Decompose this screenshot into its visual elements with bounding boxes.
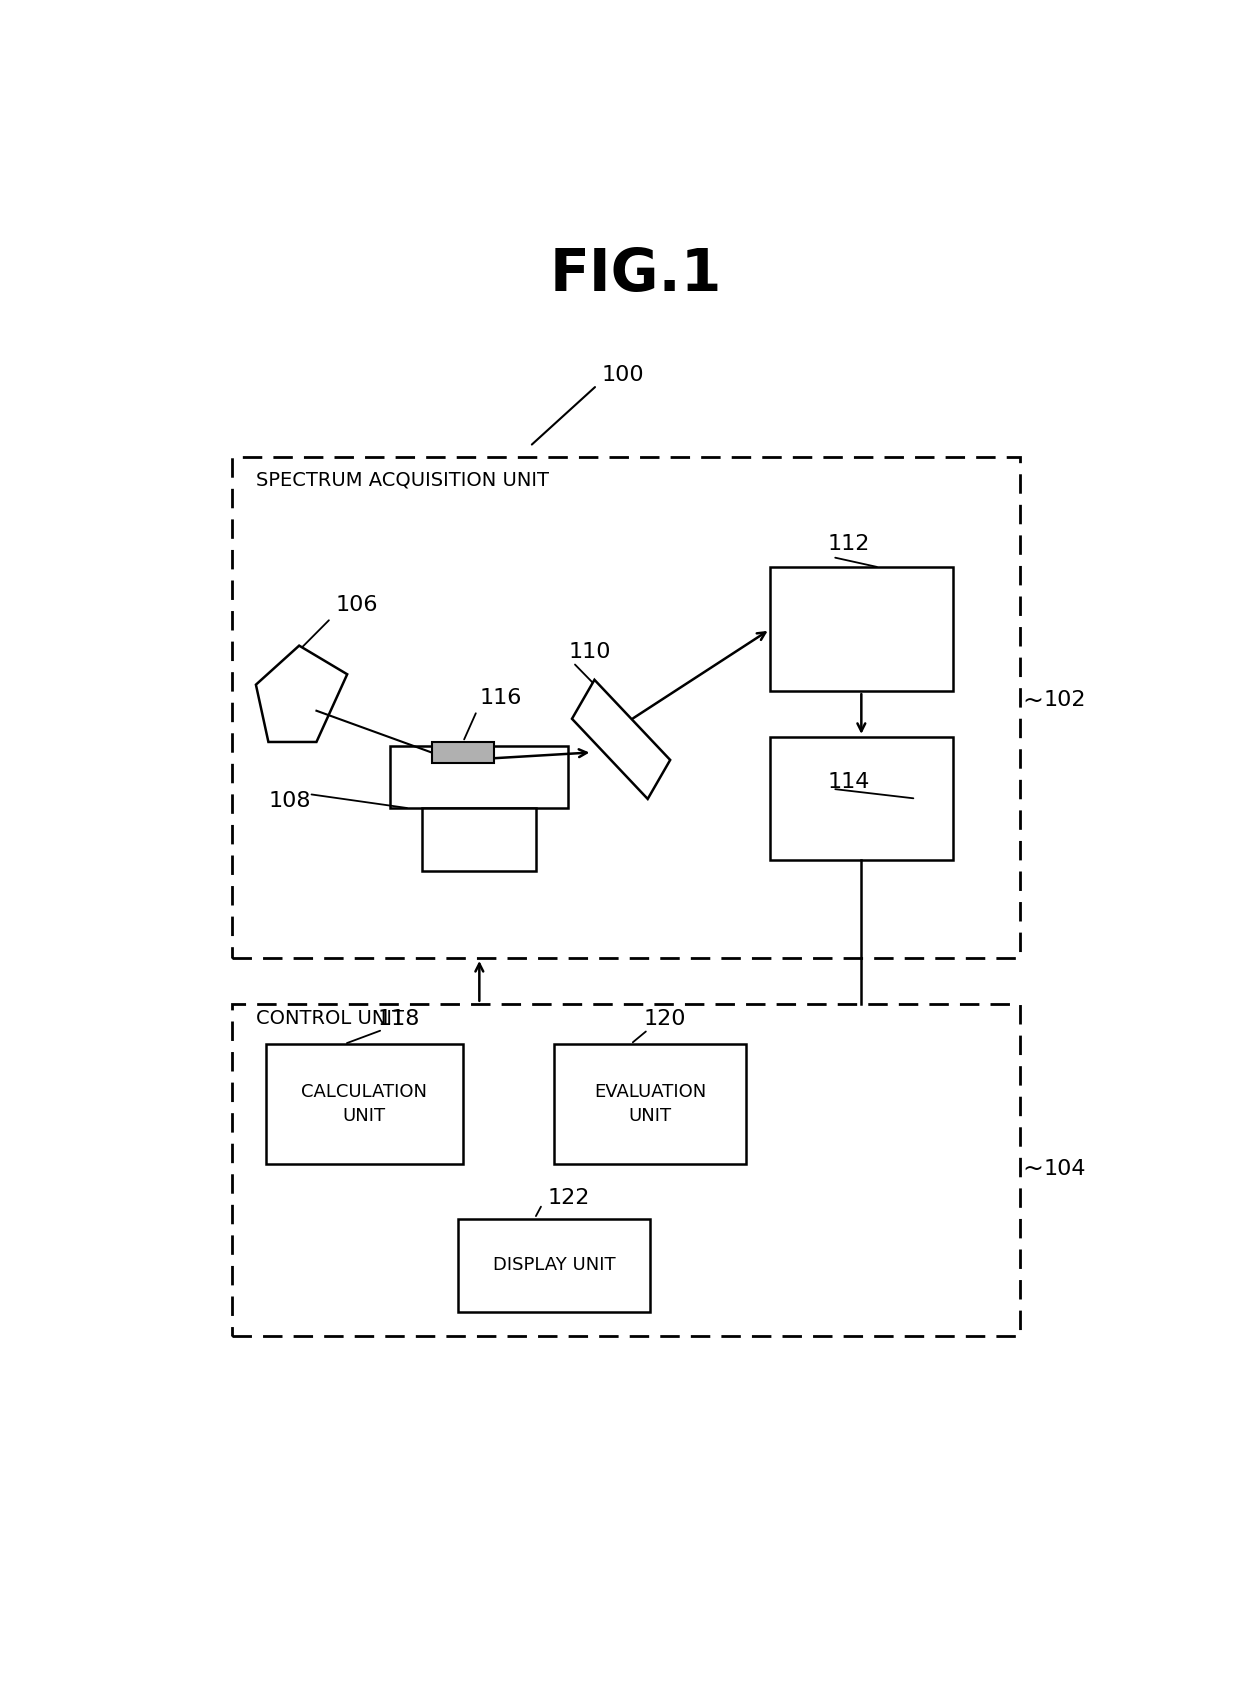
Text: CONTROL UNIT: CONTROL UNIT (255, 1008, 404, 1028)
Bar (232, 1004, 1019, 1336)
Text: 104: 104 (1044, 1158, 1086, 1179)
Bar (265, 1043, 463, 1163)
Text: 112: 112 (828, 534, 870, 555)
Text: ~: ~ (1023, 1157, 1044, 1180)
Text: 122: 122 (547, 1187, 589, 1207)
Text: DISPLAY UNIT: DISPLAY UNIT (492, 1256, 615, 1275)
Text: 118: 118 (378, 1010, 420, 1030)
Text: SPECTRUM ACQUISITION UNIT: SPECTRUM ACQUISITION UNIT (255, 470, 549, 490)
Text: 106: 106 (336, 595, 378, 616)
Bar (232, 457, 1019, 959)
Bar (770, 737, 952, 861)
Bar (572, 680, 670, 798)
Text: 110: 110 (568, 643, 611, 663)
Text: ~: ~ (1023, 688, 1044, 712)
Text: FIG.1: FIG.1 (549, 245, 722, 303)
Text: 108: 108 (268, 791, 311, 810)
Text: CALCULATION
UNIT: CALCULATION UNIT (301, 1084, 427, 1125)
Polygon shape (255, 646, 347, 742)
Text: 114: 114 (828, 773, 870, 793)
Bar (554, 1043, 746, 1163)
Bar (458, 1219, 650, 1312)
Text: 116: 116 (480, 688, 522, 709)
Bar (391, 746, 568, 808)
Text: EVALUATION
UNIT: EVALUATION UNIT (594, 1084, 706, 1125)
Text: 120: 120 (644, 1010, 686, 1030)
Bar (432, 742, 495, 763)
Text: 100: 100 (601, 365, 645, 386)
Text: 102: 102 (1044, 690, 1086, 710)
Bar (422, 808, 536, 871)
Bar (770, 568, 952, 692)
